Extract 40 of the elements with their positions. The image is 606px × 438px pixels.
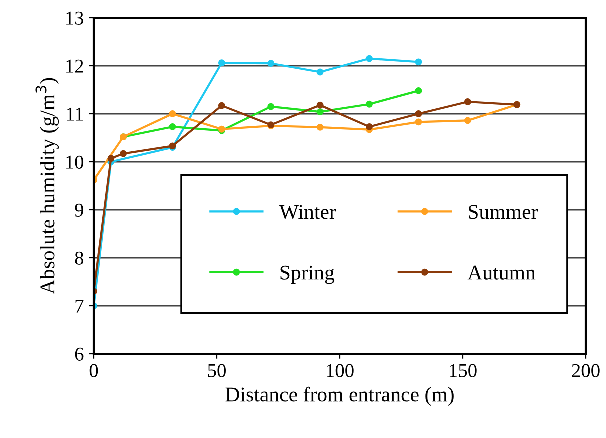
point xyxy=(169,123,176,130)
point xyxy=(415,118,422,126)
point xyxy=(316,108,324,116)
x-tick-label: 200 xyxy=(572,364,600,378)
legend-label: Autumn xyxy=(468,266,536,280)
y-tick-label: 9 xyxy=(75,204,84,217)
point xyxy=(366,55,373,62)
legend-label: Summer xyxy=(469,205,538,220)
point xyxy=(120,150,127,158)
point xyxy=(316,102,324,109)
y-tick-label: 13 xyxy=(66,12,84,25)
legend-label: Winter xyxy=(279,205,336,220)
point xyxy=(268,60,275,68)
y-tick-label: 8 xyxy=(75,252,84,265)
point xyxy=(218,102,226,110)
point xyxy=(415,58,422,66)
legend-label: Spring xyxy=(280,266,335,284)
y-tick-label: 6 xyxy=(75,348,84,361)
y-tick-label: 11 xyxy=(67,108,84,121)
point xyxy=(366,100,373,108)
point xyxy=(268,103,275,110)
y-axis-title: Absolute humidity (g/m$^{3}$) xyxy=(36,78,60,294)
y-tick-label: 12 xyxy=(66,60,84,73)
point xyxy=(464,117,472,124)
point xyxy=(415,110,422,118)
point xyxy=(316,68,324,76)
x-tick-label: 0 xyxy=(90,364,98,378)
x-axis-title: Distance from entrance (m) xyxy=(226,386,454,406)
y-tick-label: 7 xyxy=(76,300,84,313)
x-tick-label: 150 xyxy=(450,364,477,378)
point xyxy=(169,110,176,118)
point xyxy=(366,123,373,130)
point xyxy=(415,87,422,94)
point xyxy=(464,98,472,106)
point xyxy=(218,60,226,67)
point xyxy=(108,155,115,162)
x-tick-label: 50 xyxy=(208,364,226,378)
point xyxy=(316,124,324,131)
y-tick-label: 10 xyxy=(66,156,84,169)
x-tick-label: 100 xyxy=(327,364,354,378)
